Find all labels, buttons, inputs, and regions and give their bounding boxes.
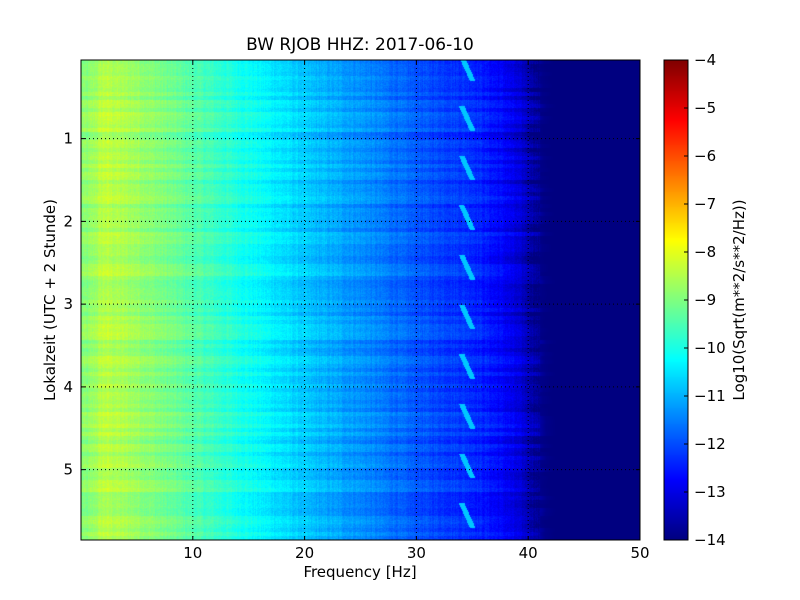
colorbar-tick-label: −6	[694, 147, 716, 165]
x-axis-ticks: 10 20 30 40 50	[183, 60, 650, 562]
x-axis-label: Frequency [Hz]	[303, 563, 416, 581]
colorbar-tick-label: −7	[694, 195, 716, 213]
colorbar-tick-label: −14	[694, 531, 726, 549]
y-axis-label: Lokalzeit (UTC + 2 Stunde)	[41, 199, 59, 401]
y-tick-label: 3	[63, 295, 73, 313]
y-tick-label: 5	[63, 461, 73, 479]
x-tick-label: 40	[519, 544, 538, 562]
y-axis-ticks: 1 2 3 4 5	[63, 130, 640, 479]
colorbar-tick-label: −11	[694, 387, 726, 405]
spectrogram-heatmap	[81, 60, 640, 540]
colorbar-tick-label: −5	[694, 99, 716, 117]
chart-title: BW RJOB HHZ: 2017-06-10	[246, 35, 474, 55]
x-tick-label: 10	[183, 544, 202, 562]
colorbar-tick-label: −8	[694, 243, 716, 261]
y-tick-label: 2	[63, 212, 73, 230]
colorbar-label: Log10(Sqrt(m**2/s**2/Hz))	[730, 199, 748, 400]
grid-lines	[81, 60, 640, 540]
y-tick-label: 1	[63, 130, 73, 148]
colorbar-tick-label: −4	[694, 51, 716, 69]
x-tick-label: 30	[407, 544, 426, 562]
colorbar-tick-label: −12	[694, 435, 726, 453]
y-tick-label: 4	[63, 378, 73, 396]
x-tick-label: 20	[295, 544, 314, 562]
colorbar-tick-label: −9	[694, 291, 716, 309]
x-tick-label: 50	[630, 544, 649, 562]
colorbar-ticks: −4 −5 −6 −7 −8 −9 −10 −11 −12 −13 −14	[684, 51, 726, 549]
plot-frame	[80, 59, 641, 541]
colorbar-tick-label: −13	[694, 483, 726, 501]
colorbar-tick-label: −10	[694, 339, 726, 357]
